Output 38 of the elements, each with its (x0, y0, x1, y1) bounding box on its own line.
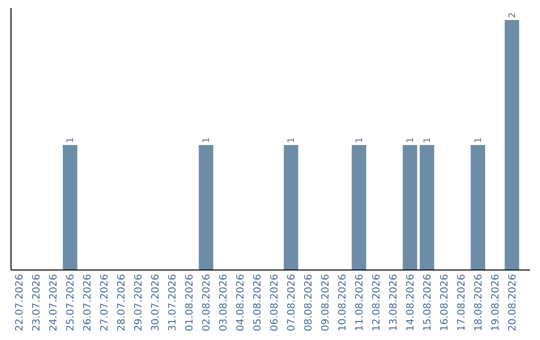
x-tick-label: 01.08.2026 (184, 274, 196, 332)
data-label: 1 (202, 137, 212, 143)
x-tick-label: 24.07.2026 (48, 274, 60, 332)
x-tick-label: 18.08.2026 (473, 274, 484, 332)
data-label: 1 (406, 137, 416, 143)
x-tick-label: 03.08.2026 (218, 274, 230, 332)
x-tick-label: 07.08.2026 (286, 274, 298, 332)
x-tick-label: 26.07.2026 (82, 274, 94, 332)
x-tick-label: 17.08.2026 (456, 274, 468, 332)
x-tick-label: 25.07.2026 (66, 274, 77, 332)
x-tick-label: 28.07.2026 (116, 274, 128, 332)
x-tick-label: 08.08.2026 (303, 274, 314, 332)
x-tick-label: 13.08.2026 (388, 274, 400, 332)
data-label: 1 (422, 137, 433, 143)
x-tick-label: 10.08.2026 (337, 274, 348, 332)
x-tick-label: 09.08.2026 (320, 274, 332, 332)
x-tick-label: 16.08.2026 (439, 274, 450, 332)
data-label: 2 (508, 12, 518, 18)
x-tick-label: 14.08.2026 (405, 274, 416, 332)
data-label: 1 (354, 137, 365, 143)
x-tick-label: 11.08.2026 (354, 274, 366, 332)
x-tick-label: 20.08.2026 (507, 274, 518, 332)
x-tick-label: 31.07.2026 (168, 274, 179, 332)
data-label: 1 (474, 137, 484, 143)
x-tick-label: 12.08.2026 (371, 274, 382, 332)
x-tick-label: 02.08.2026 (202, 274, 213, 332)
x-tick-label: 15.08.2026 (422, 274, 434, 332)
x-tick-label: 04.08.2026 (236, 274, 247, 332)
x-tick-label: 23.07.2026 (32, 274, 43, 332)
x-tick-label: 19.08.2026 (490, 274, 502, 332)
x-tick-label: 06.08.2026 (269, 274, 280, 332)
data-label: 1 (66, 137, 76, 143)
x-tick-label: 22.07.2026 (14, 274, 26, 332)
data-label: 1 (286, 137, 297, 143)
x-tick-label: 05.08.2026 (252, 274, 264, 332)
x-tick-label: 29.07.2026 (134, 274, 145, 332)
x-tick-label: 30.07.2026 (150, 274, 162, 332)
x-tick-label: 27.07.2026 (100, 274, 111, 332)
